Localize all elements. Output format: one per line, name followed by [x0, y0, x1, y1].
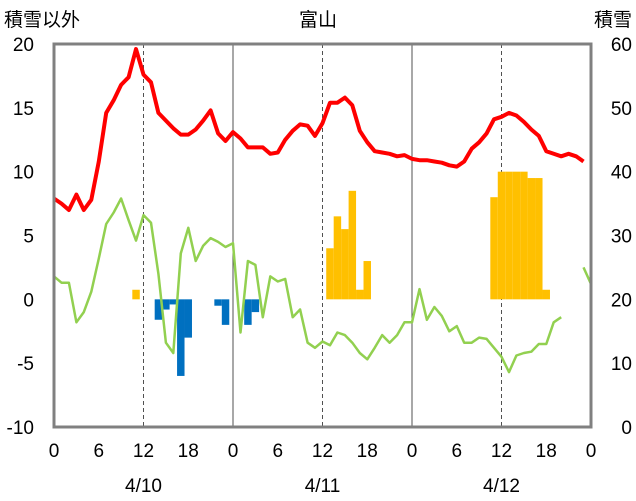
- snow-bar: [348, 190, 357, 300]
- right-tick-label: 60: [611, 35, 632, 56]
- snow-bar: [326, 248, 334, 300]
- right-tick-label: 0: [621, 418, 632, 439]
- snow-bar: [542, 289, 550, 300]
- snow-bar: [490, 197, 498, 300]
- snow-bar: [497, 171, 506, 300]
- snow-bar: [132, 289, 140, 300]
- left-tick-label: -10: [7, 418, 34, 439]
- x-tick-label: 6: [451, 441, 462, 462]
- negative-bar: [169, 299, 178, 305]
- x-tick-label: 18: [178, 441, 199, 462]
- x-tick-label: 6: [272, 441, 283, 462]
- left-tick-label: 15: [13, 99, 34, 120]
- date-label: 4/10: [125, 476, 162, 497]
- plot-border: [52, 42, 593, 429]
- bars: [132, 171, 550, 376]
- snow-bar: [341, 229, 349, 300]
- negative-bar: [154, 299, 163, 320]
- right-tick-label: 10: [611, 354, 632, 375]
- snow-bar: [505, 171, 513, 300]
- negative-bar: [221, 299, 230, 325]
- snow-bar: [512, 171, 521, 300]
- x-tick-label: 12: [133, 441, 154, 462]
- x-tick-label: 0: [586, 441, 597, 462]
- snow-bar: [527, 178, 536, 300]
- right-axis-title: 積雪: [594, 9, 632, 31]
- chart-title: 富山: [299, 9, 337, 31]
- snow-bar: [333, 216, 342, 300]
- negative-bar: [251, 299, 260, 313]
- left-axis-title: 積雪以外: [4, 9, 80, 31]
- grid-lines: [143, 44, 502, 427]
- right-tick-label: 20: [611, 290, 632, 311]
- x-tick-label: 12: [312, 441, 333, 462]
- date-label: 4/12: [483, 476, 520, 497]
- x-tick-label: 6: [93, 441, 104, 462]
- snow-bar: [535, 178, 543, 300]
- x-tick-label: 0: [407, 441, 418, 462]
- negative-bar: [184, 299, 192, 338]
- x-tick-label: 18: [357, 441, 378, 462]
- x-tick-label: 0: [228, 441, 239, 462]
- right-tick-label: 50: [611, 99, 632, 120]
- date-label: 4/11: [305, 476, 341, 497]
- negative-bar: [162, 299, 170, 310]
- snow-bar: [363, 261, 371, 300]
- left-tick-label: -5: [17, 354, 34, 375]
- left-tick-label: 5: [23, 227, 34, 248]
- plot-frame: [52, 42, 593, 429]
- negative-bar: [244, 299, 252, 325]
- x-tick-label: 12: [491, 441, 512, 462]
- green-series-line: [53, 197, 562, 374]
- left-tick-label: 0: [23, 290, 34, 311]
- right-tick-label: 30: [611, 227, 632, 248]
- left-tick-label: 10: [13, 163, 34, 184]
- right-tick-label: 40: [611, 163, 632, 184]
- negative-bar: [177, 299, 185, 376]
- left-tick-label: 20: [13, 35, 34, 56]
- x-tick-label: 0: [49, 441, 60, 462]
- x-tick-label: 18: [536, 441, 557, 462]
- snow-bar: [356, 289, 364, 300]
- red-series-line: [52, 47, 585, 212]
- snow-bar: [520, 171, 528, 300]
- negative-bar: [214, 299, 222, 306]
